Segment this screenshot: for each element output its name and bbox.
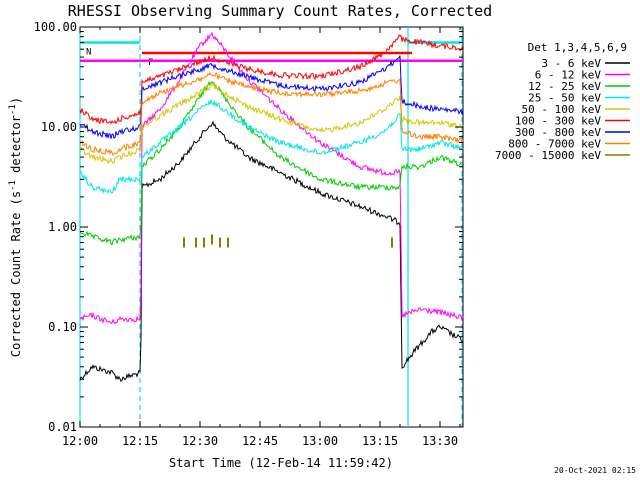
y-tick-label: 10.00 — [41, 120, 77, 134]
plot-area: NF 12:00 12:15 12:30 12:45 13:00 13:15 13:30 1… — [34, 20, 464, 448]
series-line-5 — [79, 34, 464, 125]
legend-label: 12 - 25 keV — [528, 80, 601, 93]
x-tick-label: 13:30 — [422, 434, 458, 448]
x-tick-label: 12:45 — [242, 434, 278, 448]
x-tick-label: 12:15 — [122, 434, 158, 448]
y-ticks: 100.00 10.00 1.00 0.10 0.01 — [34, 20, 463, 434]
annotation-label: F — [148, 58, 153, 68]
series-line-4 — [79, 81, 464, 165]
series-lines — [79, 31, 464, 382]
series-line-0 — [79, 120, 464, 382]
y-axis-label-sup2: -1 — [8, 104, 18, 115]
legend-label: 25 - 50 keV — [528, 92, 601, 105]
legend-label: 300 - 800 keV — [515, 126, 601, 139]
series-line-1 — [79, 31, 464, 325]
series-line-7 — [79, 71, 464, 157]
x-tick-label: 13:00 — [302, 434, 338, 448]
plot-frame — [79, 26, 464, 428]
marker-lines — [79, 27, 463, 427]
series-line-2 — [79, 80, 464, 246]
x-ticks: 12:00 12:15 12:30 12:45 13:00 13:15 13:30 — [62, 27, 461, 448]
annotation-bars: NF — [80, 41, 463, 68]
legend-label: 50 - 100 keV — [522, 103, 602, 116]
y-tick-label: 0.01 — [48, 420, 77, 434]
legend-label: 3 - 6 keV — [541, 57, 601, 70]
chart-title: RHESSI Observing Summary Count Rates, Co… — [68, 2, 492, 20]
y-axis-label: Corrected Count Rate (s-1 detector-1) — [8, 97, 23, 357]
annotation-label: N — [86, 47, 91, 57]
legend-label: 7000 - 15000 keV — [495, 149, 601, 162]
timestamp: 20-Oct-2021 02:15 — [554, 466, 636, 475]
x-tick-label: 13:15 — [362, 434, 398, 448]
legend-label: 6 - 12 keV — [535, 69, 602, 82]
series-line-3 — [79, 99, 464, 195]
x-tick-label: 12:30 — [182, 434, 218, 448]
x-axis-label: Start Time (12-Feb-14 11:59:42) — [169, 456, 393, 470]
y-tick-label: 1.00 — [48, 220, 77, 234]
series-line-6 — [79, 55, 464, 139]
y-axis-label-sup1: -1 — [8, 180, 18, 191]
legend-label: 100 - 300 keV — [515, 115, 601, 128]
y-axis-label-mid: detector — [9, 115, 23, 180]
y-tick-label: 100.00 — [34, 20, 77, 34]
x-tick-label: 12:00 — [62, 434, 98, 448]
legend-label: 800 - 7000 keV — [508, 138, 601, 151]
y-axis-label-end: ) — [9, 97, 23, 104]
y-tick-label: 0.10 — [48, 320, 77, 334]
legend-title: Det 1,3,4,5,6,9 — [528, 41, 627, 54]
y-axis-label-main: Corrected Count Rate (s — [9, 191, 23, 357]
